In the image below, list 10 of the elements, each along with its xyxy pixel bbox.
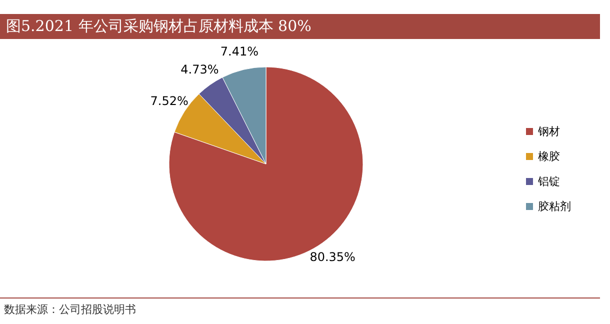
legend-label: 铝锭 — [537, 175, 560, 188]
legend-label: 钢材 — [537, 125, 560, 138]
data-label: 7.41% — [220, 44, 259, 58]
source-note: 数据来源：公司招股说明书 — [4, 303, 136, 316]
legend-label: 橡胶 — [538, 150, 560, 164]
data-label: 7.52% — [150, 94, 188, 108]
data-label: 80.35% — [310, 250, 356, 264]
data-label: 4.73% — [180, 62, 219, 76]
chart-title: 图5.2021 年公司采购钢材占原材料成本 80% — [6, 16, 312, 35]
legend-label: 胶粘剂 — [538, 200, 571, 214]
